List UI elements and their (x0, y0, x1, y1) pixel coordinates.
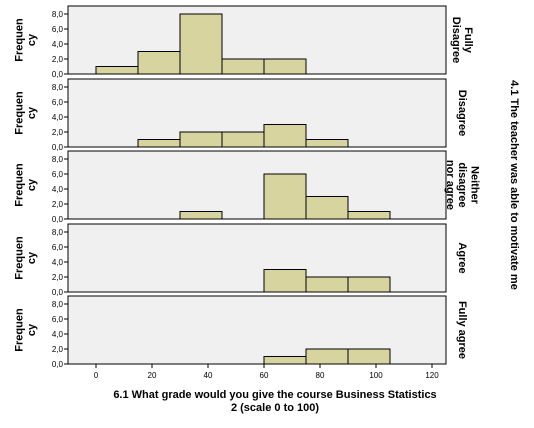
y-tick-label: 6,0 (52, 98, 64, 107)
y-tick-label: 2,0 (52, 128, 64, 137)
panel-label-line: Disagree (450, 17, 462, 63)
histogram-bar (305, 276, 349, 293)
panel-label-2: Disagree (456, 90, 468, 136)
histogram-bar (179, 13, 223, 75)
histogram-bar (137, 51, 181, 75)
y-tick-label: 0,0 (52, 143, 64, 152)
y-tick-label: 6,0 (52, 243, 64, 252)
y-axis-label-line: cy (26, 106, 38, 119)
y-axis-label: Frequency (13, 308, 38, 352)
y-tick-label: 6,0 (52, 315, 64, 324)
y-tick-label: 2,0 (52, 55, 64, 64)
row-variable-label: 4.1 The teacher was able to motivate me (508, 80, 520, 290)
panel-label-line: Disagree (456, 90, 468, 136)
panel-label-line: Neither (468, 166, 480, 205)
x-axis-title: 6.1 What grade would you give the course… (113, 389, 436, 401)
histogram-bar (179, 211, 223, 220)
y-axis-label-line: Frequen (13, 91, 25, 135)
panel-frame-3 (67, 150, 447, 220)
histogram-bar (347, 276, 391, 293)
y-tick-label: 8,0 (52, 83, 64, 92)
y-tick-label: 4,0 (52, 185, 64, 194)
x-axis-title: 2 (scale 0 to 100) (231, 402, 319, 414)
panel-label-4: Agree (456, 242, 468, 273)
y-tick-label: 6,0 (52, 170, 64, 179)
panel-label-line: Fully (462, 27, 474, 54)
panel-label-line: nor agree (444, 160, 456, 210)
histogram-bar (179, 131, 223, 148)
histogram-bar (263, 58, 307, 75)
y-axis-label-line: Frequen (13, 308, 25, 352)
histogram-bar (263, 173, 307, 220)
y-axis-label: Frequency (13, 18, 38, 62)
histogram-bar (137, 139, 181, 148)
y-tick-label: 2,0 (52, 273, 64, 282)
histogram-bar (221, 131, 265, 148)
y-tick-label: 0,0 (52, 215, 64, 224)
y-axis-label-line: Frequen (13, 18, 25, 62)
y-tick-label: 4,0 (52, 330, 64, 339)
y-tick-label: 8,0 (52, 10, 64, 19)
y-axis-label-line: cy (26, 251, 38, 264)
y-tick-label: 4,0 (52, 113, 64, 122)
histogram-bar (347, 211, 391, 220)
y-tick-label: 0,0 (52, 360, 64, 369)
panel-label-line: disagree (456, 162, 468, 207)
histogram-bar (263, 356, 307, 365)
histogram-bar (305, 196, 349, 220)
panel-label-line: Agree (456, 242, 468, 273)
y-axis-label-line: Frequen (13, 236, 25, 280)
x-tick-label: 60 (260, 371, 269, 380)
histogram-bar (305, 139, 349, 148)
histogram-bar (263, 269, 307, 293)
y-axis-label: Frequency (13, 91, 38, 135)
y-tick-label: 4,0 (52, 40, 64, 49)
y-tick-label: 0,0 (52, 70, 64, 79)
y-tick-label: 4,0 (52, 258, 64, 267)
x-tick-label: 20 (148, 371, 157, 380)
x-tick-label: 100 (369, 371, 383, 380)
panel-label-3: Neitherdisagreenor agree (444, 160, 480, 210)
y-tick-label: 6,0 (52, 25, 64, 34)
y-axis-label-line: cy (26, 323, 38, 336)
panel-label-5: Fully agree (456, 301, 468, 359)
x-tick-label: 0 (94, 371, 99, 380)
y-tick-label: 8,0 (52, 300, 64, 309)
x-tick-label: 80 (316, 371, 325, 380)
y-axis-label-line: Frequen (13, 163, 25, 207)
y-tick-label: 8,0 (52, 155, 64, 164)
y-tick-label: 2,0 (52, 200, 64, 209)
y-tick-label: 0,0 (52, 288, 64, 297)
histogram-bar (95, 66, 139, 75)
panel-label-1: FullyDisagree (450, 17, 474, 63)
histogram-bar (263, 124, 307, 148)
y-tick-label: 8,0 (52, 228, 64, 237)
y-axis-label: Frequency (13, 236, 38, 280)
panel-label-line: Fully agree (456, 301, 468, 359)
histogram-bar (221, 58, 265, 75)
histogram-bar (305, 348, 349, 365)
y-axis-label-line: cy (26, 178, 38, 191)
y-axis-label-line: cy (26, 33, 38, 46)
y-axis-label: Frequency (13, 163, 38, 207)
histogram-bar (347, 348, 391, 365)
y-tick-label: 2,0 (52, 345, 64, 354)
x-tick-label: 40 (204, 371, 213, 380)
x-tick-label: 120 (425, 371, 439, 380)
